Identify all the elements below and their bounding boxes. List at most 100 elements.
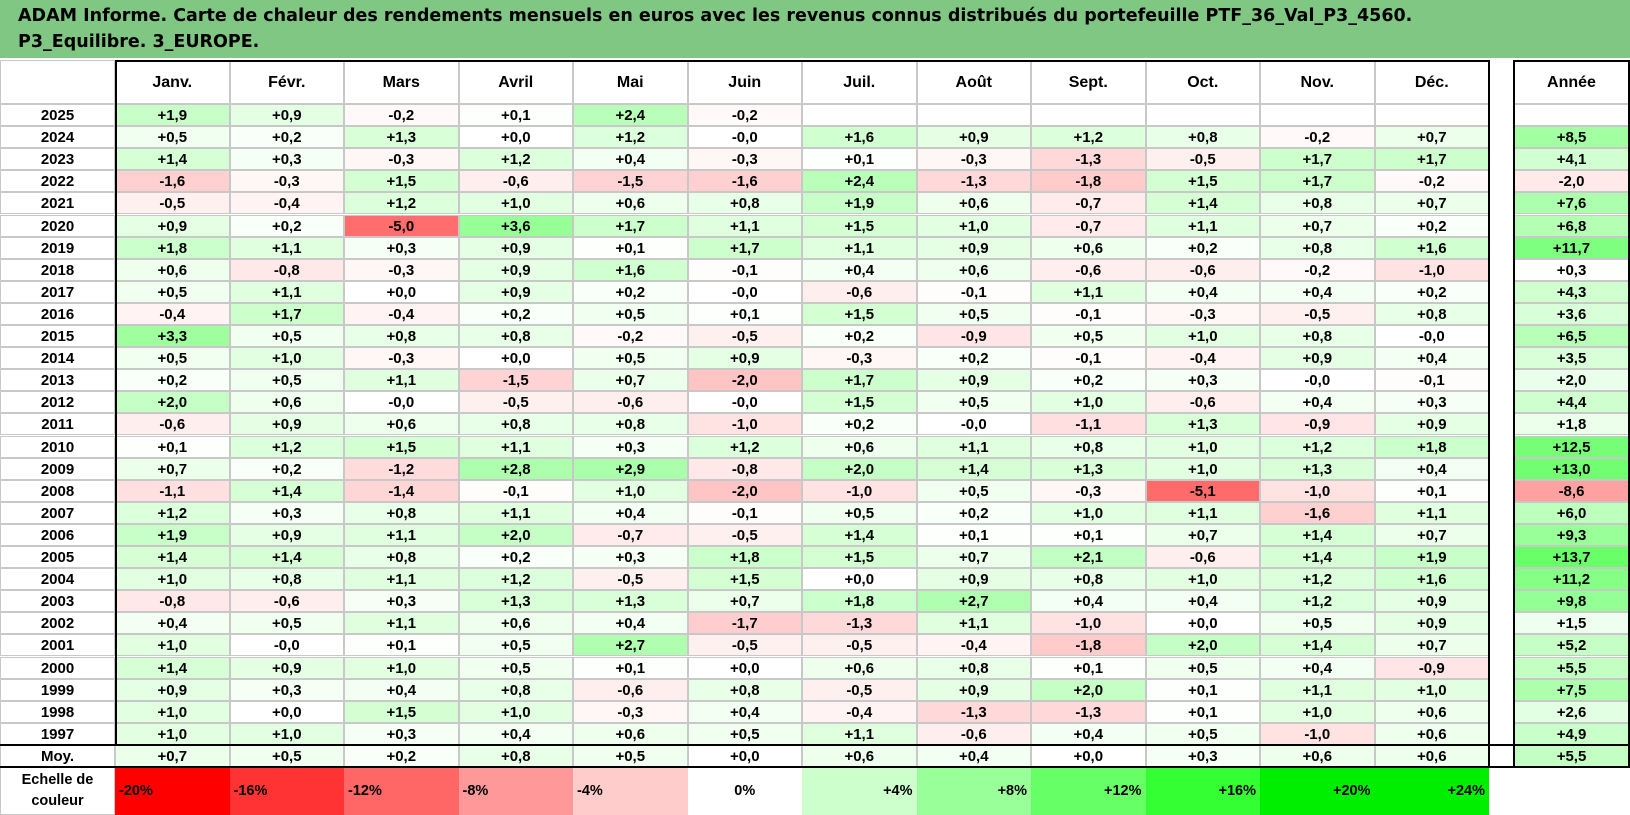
heatmap-cell: -0,4 [802,700,917,723]
heatmap-cell: -0,6 [229,590,344,613]
heatmap-cell: +0,4 [1374,347,1489,370]
row-label-year: 2015 [0,325,115,348]
heatmap-cell: +0,4 [687,700,802,723]
heatmap-cell: +0,4 [1145,590,1260,613]
heatmap-cell: -0,7 [573,523,688,546]
heatmap-cell: +1,5 [344,170,459,193]
heatmap-cell: -1,3 [1031,148,1146,171]
annual-cell: +11,7 [1513,236,1630,259]
row-label-year: 1997 [0,722,115,745]
annual-cell: +9,8 [1513,590,1630,613]
heatmap-cell: -0,7 [1031,192,1146,215]
heatmap-cell: -0,2 [1374,170,1489,193]
heatmap-cell: -0,6 [916,722,1031,745]
heatmap-cell: -0,0 [687,126,802,149]
heatmap-cell: +0,1 [1374,479,1489,502]
heatmap-cell: +1,9 [1374,546,1489,569]
heatmap-cell: -1,6 [1260,501,1375,524]
annual-cell: +4,4 [1513,391,1630,414]
heatmap-cell: +1,1 [344,568,459,591]
heatmap-cell: +2,0 [802,457,917,480]
heatmap-cell: +0,7 [1374,192,1489,215]
column-header: Déc. [1374,60,1489,104]
heatmap-cell: +1,8 [802,590,917,613]
heatmap-cell: +1,0 [115,700,230,723]
heatmap-cell: +1,3 [1031,457,1146,480]
heatmap-cell: +0,3 [229,148,344,171]
row-label-year: 2011 [0,413,115,436]
average-cell: +0,7 [115,744,230,767]
heatmap-cell: +0,2 [229,126,344,149]
color-scale-label-line2: couleur [31,793,84,809]
heatmap-cell: +1,5 [802,546,917,569]
heatmap-cell: -0,6 [115,413,230,436]
heatmap-cell: +0,8 [458,678,573,701]
heatmap-cell: +0,1 [1145,700,1260,723]
heatmap-cell: +1,4 [1260,523,1375,546]
heatmap-cell: -0,8 [115,590,230,613]
row-label-year: 2020 [0,214,115,237]
heatmap-cell: -0,3 [1145,302,1260,325]
heatmap-cell: -0,3 [802,347,917,370]
color-scale-swatch: -20% [115,767,230,815]
heatmap-cell: +1,4 [1260,634,1375,657]
heatmap-cell: +1,4 [1145,192,1260,215]
heatmap-cell: +1,0 [1374,678,1489,701]
heatmap-cell: +0,7 [573,369,688,392]
heatmap-cell: +1,0 [229,722,344,745]
heatmap-cell: +0,2 [802,325,917,348]
heatmap-cell: +0,1 [1031,656,1146,679]
heatmap-cell: +0,7 [1145,523,1260,546]
heatmap-cell: +0,7 [687,590,802,613]
average-cell: +0,6 [1260,744,1375,767]
heatmap-cell: +1,7 [229,302,344,325]
average-cell: +0,0 [1031,744,1146,767]
color-scale-swatch: +20% [1260,767,1375,815]
heatmap-cell: +0,1 [802,148,917,171]
heatmap-cell: -1,0 [802,479,917,502]
color-scale-swatch: -4% [573,767,688,815]
heatmap-cell: +0,4 [1260,391,1375,414]
heatmap-cell: +2,8 [458,457,573,480]
row-label-year: 2007 [0,501,115,524]
heatmap-cell: +0,6 [573,722,688,745]
heatmap-cell: +0,3 [1374,391,1489,414]
heatmap-cell: +0,1 [344,634,459,657]
color-scale-swatch: +4% [802,767,917,815]
heatmap-cell: +1,0 [1260,700,1375,723]
heatmap-cell: +0,5 [916,391,1031,414]
heatmap-cell: +0,5 [229,369,344,392]
heatmap-cell: -0,1 [1031,302,1146,325]
frame-line [1513,60,1515,767]
heatmap-cell: +0,9 [229,413,344,436]
heatmap-cell: +1,1 [344,523,459,546]
heatmap-cell: +0,5 [1031,325,1146,348]
heatmap-cell: +0,9 [1260,347,1375,370]
heatmap-cell: +2,4 [573,104,688,127]
heatmap-cell: -0,3 [916,148,1031,171]
heatmap-cell: +0,6 [229,391,344,414]
row-label-year: 2002 [0,612,115,635]
heatmap-cell: +1,9 [802,192,917,215]
heatmap-cell: +1,3 [458,590,573,613]
heatmap-cell: +0,5 [458,656,573,679]
heatmap-cell: +0,8 [344,546,459,569]
annual-cell: +13,7 [1513,546,1630,569]
report-title-line1: ADAM Informe. Carte de chaleur des rende… [18,6,1413,26]
heatmap-cell: -1,6 [115,170,230,193]
heatmap-cell: -0,4 [344,302,459,325]
heatmap-cell: -0,1 [1031,347,1146,370]
heatmap-cell: +0,6 [802,435,917,458]
heatmap-cell: -0,6 [1031,258,1146,281]
heatmap-cell: -0,8 [229,258,344,281]
heatmap-cell: +0,9 [916,369,1031,392]
heatmap-cell: +1,1 [344,612,459,635]
color-scale-swatch: -16% [229,767,344,815]
heatmap-cell: +0,9 [916,236,1031,259]
heatmap-cell: +0,9 [229,523,344,546]
heatmap-cell: -1,0 [1031,612,1146,635]
heatmap-cell: +0,4 [573,148,688,171]
heatmap-cell: -0,6 [1145,258,1260,281]
heatmap-cell: +0,5 [229,325,344,348]
column-header: Mars [344,60,459,104]
